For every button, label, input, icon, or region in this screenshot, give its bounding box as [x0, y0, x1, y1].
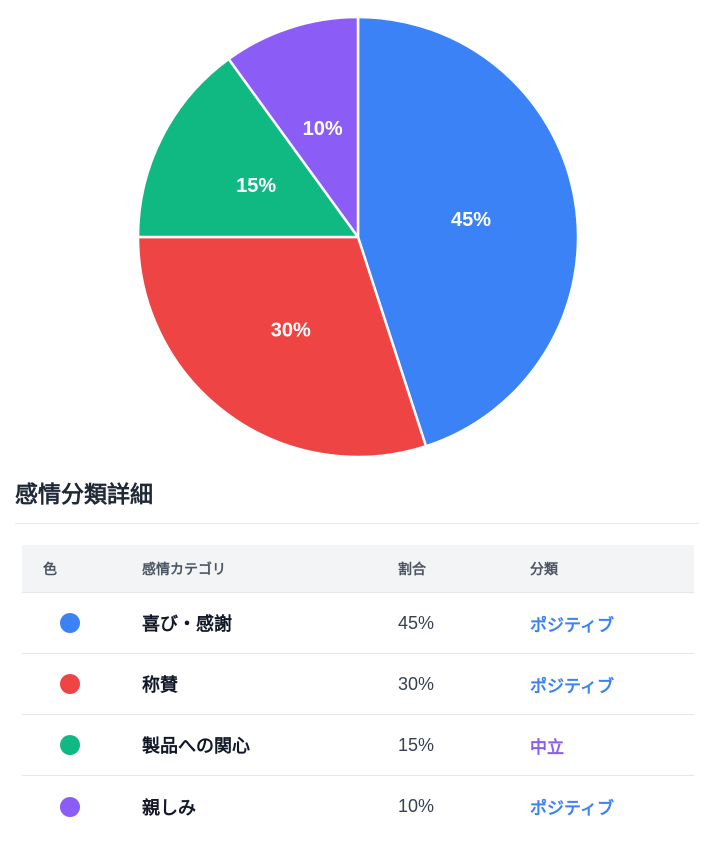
color-cell	[22, 796, 142, 817]
color-dot	[60, 796, 80, 817]
column-header-color: 色	[43, 560, 57, 577]
percent-cell: 15%	[398, 734, 435, 755]
category-cell: 親しみ	[142, 797, 196, 818]
percent-cell: 30%	[398, 673, 435, 694]
color-dot	[60, 674, 80, 694]
color-cell	[22, 674, 142, 694]
classification-cell: ポジティブ	[530, 799, 614, 818]
column-header-classification: 分類	[530, 560, 558, 577]
percent-cell: 45%	[398, 612, 435, 633]
section-title: 感情分類詳細	[15, 481, 153, 507]
table-row: 製品への関心 15% 中立	[22, 715, 694, 776]
table-row: 親しみ 10% ポジティブ	[22, 776, 694, 837]
pie-slice-label: 45%	[451, 209, 491, 231]
color-dot	[60, 613, 80, 633]
classification-cell: ポジティブ	[530, 615, 614, 635]
pie-slice-2[interactable]	[136, 235, 428, 459]
section-divider	[15, 523, 699, 524]
pie-slice-label: 10%	[303, 118, 343, 140]
pie-slice-1[interactable]	[356, 15, 580, 448]
pie-slice-label: 15%	[236, 175, 276, 197]
classification-cell: 中立	[530, 737, 564, 757]
percent-cell: 10%	[398, 796, 435, 816]
column-header-percent: 割合	[398, 560, 426, 577]
pie-slice-3[interactable]	[136, 57, 360, 239]
table-header-row: 色 感情カテゴリ 割合 分類	[22, 545, 694, 593]
category-cell: 称賛	[142, 675, 178, 695]
column-header-category: 感情カテゴリ	[142, 560, 226, 577]
pie-slice-4[interactable]	[227, 15, 360, 239]
category-cell: 製品への関心	[142, 736, 250, 756]
classification-cell: ポジティブ	[530, 676, 614, 696]
color-cell	[22, 735, 142, 755]
pie-chart-svg: 45% 30% 15% 10%	[136, 15, 580, 459]
category-cell: 喜び・感謝	[142, 614, 232, 634]
table-row: 喜び・感謝 45% ポジティブ	[22, 593, 694, 654]
table-row: 称賛 30% ポジティブ	[22, 654, 694, 715]
sentiment-table: 色 感情カテゴリ 割合 分類 喜び・感謝 45% ポジティブ 称賛 30% ポジ…	[22, 545, 694, 837]
color-dot	[60, 735, 80, 755]
pie-slice-label: 30%	[271, 320, 311, 342]
sentiment-pie-chart: 45% 30% 15% 10%	[136, 15, 580, 459]
color-cell	[22, 613, 142, 633]
